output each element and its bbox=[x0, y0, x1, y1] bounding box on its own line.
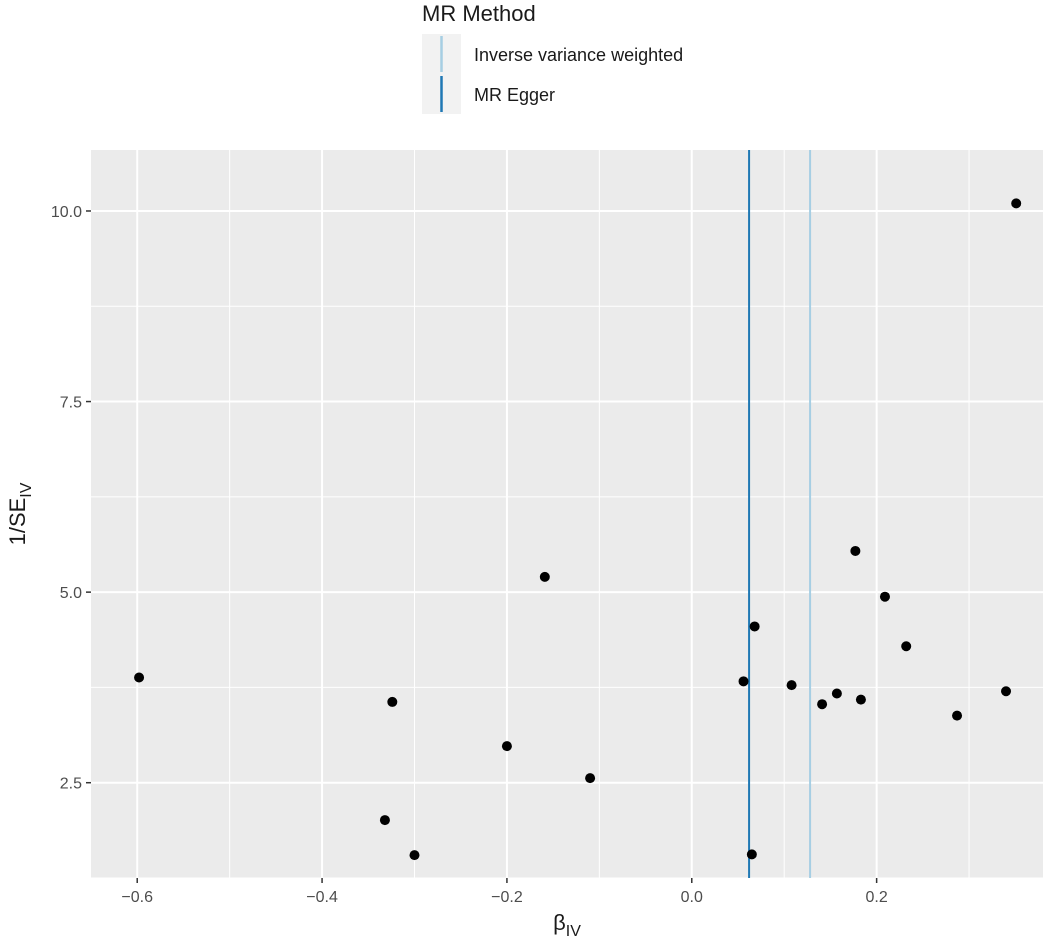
estimate-lines bbox=[748, 150, 812, 878]
data-point bbox=[387, 696, 398, 707]
data-point bbox=[817, 699, 828, 710]
data-point bbox=[585, 773, 596, 784]
data-points bbox=[134, 198, 1022, 861]
data-point bbox=[539, 571, 550, 582]
x-tick-label: 0.2 bbox=[866, 889, 888, 906]
data-point bbox=[1001, 686, 1012, 697]
x-axis-title-subscript: IV bbox=[566, 923, 581, 940]
data-point bbox=[749, 621, 760, 632]
data-point bbox=[738, 676, 749, 687]
data-point bbox=[901, 641, 912, 652]
y-tick-label: 5.0 bbox=[60, 585, 82, 602]
data-point bbox=[409, 850, 420, 861]
y-axis-title: 1/SEIV bbox=[5, 482, 35, 545]
y-tick-label: 7.5 bbox=[60, 395, 82, 412]
y-tick-label: 2.5 bbox=[60, 776, 82, 793]
data-point bbox=[855, 694, 866, 705]
data-point bbox=[746, 849, 757, 860]
x-tick-label: −0.2 bbox=[491, 889, 523, 906]
x-axis: −0.6 −0.4 −0.2 0.0 0.2 bbox=[121, 878, 888, 906]
data-point bbox=[831, 688, 842, 699]
data-point bbox=[786, 680, 797, 691]
x-tick-label: −0.6 bbox=[121, 889, 153, 906]
x-axis-title-main: β bbox=[553, 910, 566, 935]
legend: MR Method Inverse variance weighted MR E… bbox=[422, 1, 683, 114]
legend-label-mr-egger: MR Egger bbox=[474, 85, 555, 105]
data-point bbox=[952, 710, 963, 721]
y-axis-title-main: 1/SE bbox=[5, 498, 30, 546]
x-tick-label: −0.4 bbox=[306, 889, 338, 906]
y-axis-title-subscript: IV bbox=[18, 482, 35, 497]
major-gridlines bbox=[91, 150, 1043, 878]
x-axis-title: βIV bbox=[553, 910, 581, 940]
data-point bbox=[1011, 198, 1022, 209]
data-point bbox=[501, 741, 512, 752]
legend-title: MR Method bbox=[422, 1, 536, 26]
data-point bbox=[879, 591, 890, 602]
y-axis: 2.5 5.0 7.5 10.0 bbox=[51, 204, 91, 793]
data-point bbox=[134, 672, 145, 683]
plot-panel bbox=[91, 150, 1043, 878]
x-tick-label: 0.0 bbox=[681, 889, 703, 906]
legend-label-ivw: Inverse variance weighted bbox=[474, 45, 683, 65]
data-point bbox=[850, 545, 861, 556]
minor-gridlines bbox=[91, 150, 1043, 879]
data-point bbox=[379, 815, 390, 826]
y-tick-label: 10.0 bbox=[51, 204, 82, 221]
